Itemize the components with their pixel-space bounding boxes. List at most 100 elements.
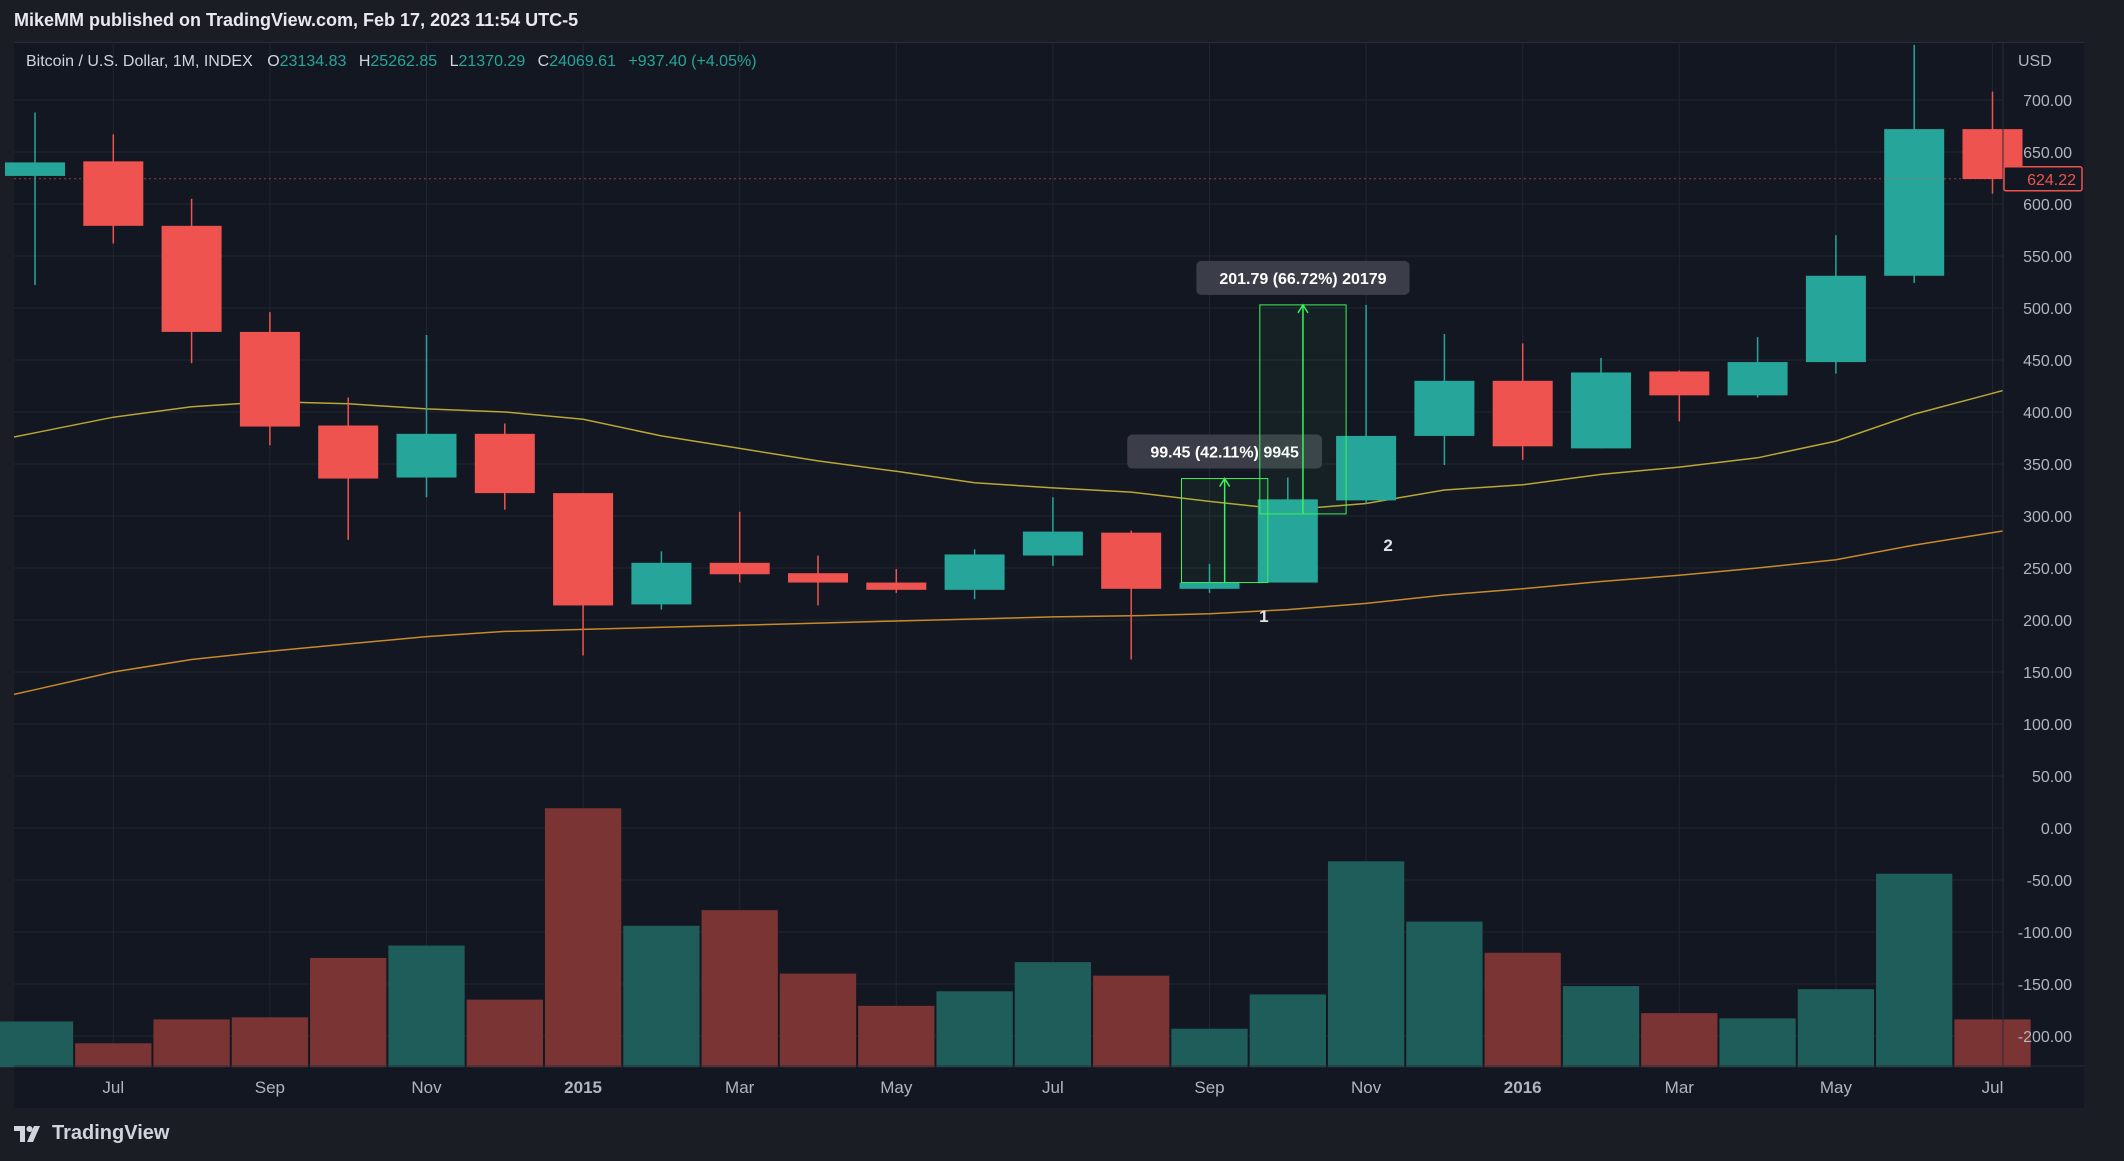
candle[interactable] xyxy=(239,312,300,446)
y-tick-label: 250.00 xyxy=(2023,561,2072,578)
candle-body xyxy=(866,582,927,590)
x-tick-label: Nov xyxy=(1351,1078,1382,1097)
top-bar: MikeMM published on TradingView.com, Feb… xyxy=(0,0,2124,42)
y-tick-label: 400.00 xyxy=(2023,405,2072,422)
point-label: 2 xyxy=(1383,536,1392,555)
tradingview-logo[interactable]: TradingView xyxy=(14,1122,169,1145)
x-tick-label: Mar xyxy=(725,1078,755,1097)
y-tick-label: 50.00 xyxy=(2032,769,2072,786)
candle[interactable] xyxy=(944,549,1005,600)
candle[interactable] xyxy=(1492,343,1553,460)
low-label: L xyxy=(449,53,459,70)
volume-bar xyxy=(1562,986,1640,1068)
candle[interactable] xyxy=(396,335,457,498)
tradingview-brand: TradingView xyxy=(52,1122,170,1144)
candle-body xyxy=(709,562,770,575)
candle[interactable] xyxy=(1805,235,1866,374)
y-tick-label: 600.00 xyxy=(2023,197,2072,214)
currency-label: USD xyxy=(2018,53,2052,70)
volume-bar xyxy=(1093,975,1170,1068)
candle-body xyxy=(1022,531,1083,556)
volume-bar xyxy=(701,910,778,1068)
y-tick-label: 350.00 xyxy=(2023,457,2072,474)
candle-body xyxy=(239,331,300,427)
moving-averages xyxy=(13,389,2004,696)
x-tick-label: Nov xyxy=(411,1078,442,1097)
volume-bars xyxy=(0,808,2031,1068)
candle[interactable] xyxy=(1179,563,1240,593)
volume-bar xyxy=(310,958,387,1068)
y-tick-label: 0.00 xyxy=(2041,821,2072,838)
candle[interactable] xyxy=(474,423,535,510)
candle[interactable] xyxy=(1727,337,1788,398)
candle[interactable] xyxy=(631,551,692,610)
x-tick-label: Sep xyxy=(1194,1078,1224,1097)
measure-arrow-head xyxy=(1219,477,1231,487)
candle[interactable] xyxy=(788,555,848,606)
measure-label-box xyxy=(1127,434,1323,469)
grid-lines xyxy=(14,42,2003,1065)
candle-body xyxy=(83,161,144,226)
y-tick-label: 150.00 xyxy=(2023,665,2072,682)
volume-bar xyxy=(75,1043,152,1068)
x-tick-label: Sep xyxy=(255,1078,285,1097)
volume-bar xyxy=(858,1005,935,1068)
measure-tools[interactable]: 99.45 (42.11%) 9945 201.79 (66.72%) 20179… xyxy=(1127,260,1410,626)
candle[interactable] xyxy=(1022,497,1083,566)
tradingview-logo-icon xyxy=(14,1125,40,1142)
publisher-attribution: MikeMM published on TradingView.com, Feb… xyxy=(14,10,579,30)
candle[interactable] xyxy=(318,397,379,540)
y-tick-label: 700.00 xyxy=(2023,93,2072,110)
candle[interactable] xyxy=(1101,530,1162,660)
volume-bar xyxy=(1171,1028,1248,1068)
candle[interactable] xyxy=(83,134,144,244)
y-tick-label: -100.00 xyxy=(2018,925,2072,942)
candle[interactable] xyxy=(866,569,927,593)
high-label: H xyxy=(358,53,371,70)
high-value: 25262.85 xyxy=(370,53,438,70)
volume-bar xyxy=(779,973,857,1068)
candle[interactable] xyxy=(1884,44,1945,284)
volume-bar xyxy=(544,808,622,1068)
candles xyxy=(5,44,2023,660)
volume-bar xyxy=(936,991,1013,1068)
candle-body xyxy=(161,225,222,332)
candle-body xyxy=(1571,372,1631,449)
volume-bar xyxy=(0,1021,74,1068)
candle-body xyxy=(396,433,457,478)
candle-body xyxy=(1414,380,1475,436)
close-value: 24069.61 xyxy=(549,53,616,70)
candle[interactable] xyxy=(1414,334,1475,466)
volume-bar xyxy=(1797,989,1875,1068)
moving-average-short-line xyxy=(13,389,2004,511)
candle[interactable] xyxy=(709,511,770,583)
x-tick-label: Mar xyxy=(1665,1078,1695,1097)
candle-body xyxy=(1179,582,1240,589)
symbol-legend: Bitcoin / U.S. Dollar, 1M, INDEX O23134.… xyxy=(26,53,757,71)
chart-pane[interactable] xyxy=(14,42,2084,1109)
bottom-bar xyxy=(0,1108,2124,1161)
y-tick-label: 650.00 xyxy=(2023,145,2072,162)
x-tick-label: May xyxy=(1820,1078,1853,1097)
last-price-tag xyxy=(2003,166,2083,192)
candle-body xyxy=(944,554,1005,590)
candle[interactable] xyxy=(1649,370,1710,422)
price-range-measure[interactable]: 99.45 (42.11%) 9945 xyxy=(1127,434,1323,584)
candle[interactable] xyxy=(161,198,222,364)
candle[interactable] xyxy=(553,493,614,656)
x-tick-label: Jul xyxy=(1042,1078,1064,1097)
measure-label: 201.79 (66.72%) 20179 xyxy=(1219,271,1386,288)
point-label: 1 xyxy=(1259,607,1268,626)
volume-bar xyxy=(1327,861,1405,1068)
price-range-measure[interactable]: 201.79 (66.72%) 20179 xyxy=(1196,260,1410,515)
volume-bar xyxy=(231,1017,309,1068)
y-tick-label: 300.00 xyxy=(2023,509,2072,526)
close-label: C xyxy=(537,53,550,70)
volume-bar xyxy=(1719,1018,1796,1068)
y-tick-label: 450.00 xyxy=(2023,353,2072,370)
candle[interactable] xyxy=(1571,357,1631,449)
candle[interactable] xyxy=(5,112,65,286)
candle-body xyxy=(1492,380,1553,447)
y-tick-label: 200.00 xyxy=(2023,613,2072,630)
